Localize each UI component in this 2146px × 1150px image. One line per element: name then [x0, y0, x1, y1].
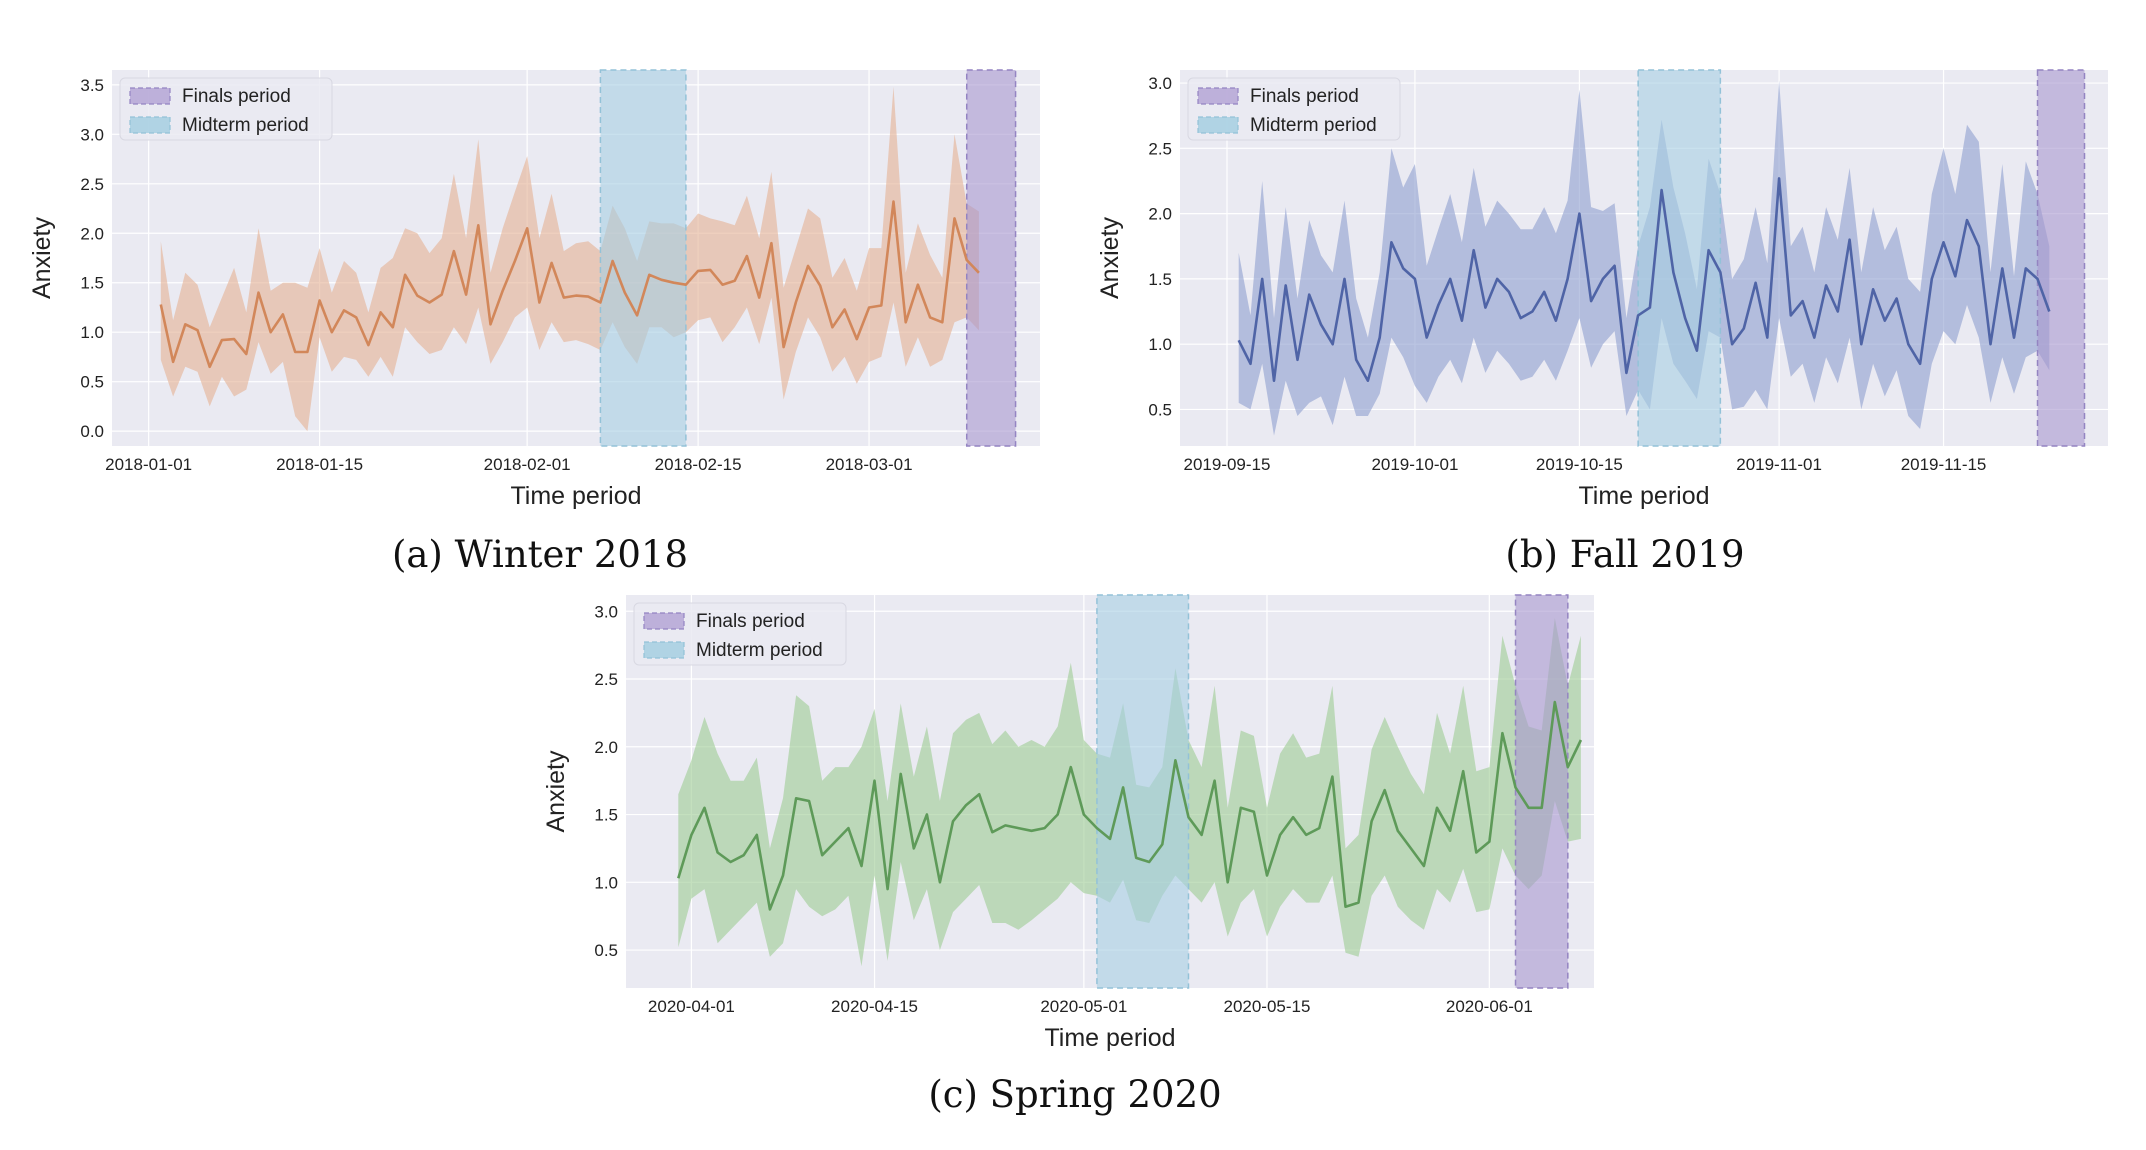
x-tick-label: 2020-06-01 — [1446, 997, 1533, 1016]
series-line — [1237, 177, 2051, 382]
legend-swatch-finals — [129, 87, 171, 105]
x-tick-label: 2019-10-01 — [1371, 455, 1458, 474]
x-axis-label: Time period — [510, 482, 641, 510]
y-tick-label: 1.5 — [80, 274, 104, 293]
legend-swatch-midterm — [1197, 116, 1239, 134]
caption-c: (c) Spring 2020 — [928, 1073, 1222, 1116]
caption-a: (a) Winter 2018 — [391, 533, 689, 576]
legend-swatch-midterm — [643, 641, 685, 659]
y-axis-label: Anxiety — [28, 217, 56, 299]
x-tick-label: 2018-01-01 — [105, 455, 192, 474]
legend-swatch-finals — [1197, 87, 1239, 105]
y-tick-label: 0.0 — [80, 422, 104, 441]
series-line — [677, 700, 1583, 911]
legend-label: Midterm period — [1250, 115, 1377, 136]
x-tick-label: 2018-02-01 — [484, 455, 571, 474]
finals-period-shade — [965, 69, 1017, 447]
x-tick-label: 2019-10-15 — [1536, 455, 1623, 474]
finals-period-shade — [1514, 594, 1569, 989]
confidence-band — [160, 86, 979, 432]
finals-period-shade — [2036, 69, 2086, 447]
x-tick-label: 2020-04-15 — [831, 997, 918, 1016]
legend: Finals period Midterm period — [119, 77, 333, 141]
y-tick-label: 3.0 — [594, 602, 618, 621]
y-tick-label: 0.5 — [594, 941, 618, 960]
x-tick-label: 2019-11-01 — [1736, 455, 1822, 474]
y-tick-label: 0.5 — [80, 373, 104, 392]
legend-box — [1187, 77, 1401, 141]
y-tick-label: 3.0 — [80, 125, 104, 144]
caption-b: (b) Fall 2019 — [1505, 533, 1745, 576]
y-tick-label: 1.0 — [594, 873, 618, 892]
legend: Finals period Midterm period — [633, 602, 847, 666]
x-axis-label: Time period — [1578, 482, 1709, 510]
legend-box — [119, 77, 333, 141]
legend-label: Midterm period — [696, 640, 823, 661]
y-tick-label: 1.0 — [80, 323, 104, 342]
x-tick-label: 2018-03-01 — [826, 455, 913, 474]
x-tick-label: 2019-09-15 — [1184, 455, 1271, 474]
series-line — [159, 200, 980, 369]
y-tick-label: 2.0 — [1148, 205, 1172, 224]
y-tick-label: 2.5 — [80, 175, 104, 194]
x-axis-label: Time period — [1044, 1024, 1175, 1052]
y-tick-label: 1.0 — [1148, 335, 1172, 354]
y-tick-label: 2.0 — [80, 224, 104, 243]
legend-swatch-finals — [643, 612, 685, 630]
y-tick-label: 2.0 — [594, 738, 618, 757]
x-tick-label: 2020-04-01 — [648, 997, 735, 1016]
legend-label: Finals period — [696, 611, 805, 632]
legend-label: Finals period — [182, 86, 291, 107]
legend-label: Finals period — [1250, 86, 1359, 107]
x-tick-label: 2020-05-01 — [1040, 997, 1127, 1016]
x-tick-label: 2018-02-15 — [655, 455, 742, 474]
y-tick-label: 0.5 — [1148, 400, 1172, 419]
y-tick-label: 1.5 — [1148, 270, 1172, 289]
x-tick-label: 2020-05-15 — [1223, 997, 1310, 1016]
y-tick-label: 3.0 — [1148, 74, 1172, 93]
x-tick-label: 2018-01-15 — [276, 455, 363, 474]
chart-panel-a: 0.0 0.5 1.0 1.5 2.0 2.5 3.0 3.5 2018-01-01 2018-0… — [28, 69, 1040, 510]
legend-label: Midterm period — [182, 115, 309, 136]
chart-panel-c: 0.5 1.0 1.5 2.0 2.5 3.0 2020-04-01 2020-04-15 20… — [542, 594, 1594, 1052]
chart-panel-b: 0.5 1.0 1.5 2.0 2.5 3.0 2019-09-15 2019-10-01 20… — [1096, 69, 2108, 510]
legend-box — [633, 602, 847, 666]
legend-swatch-midterm — [129, 116, 171, 134]
y-axis-label: Anxiety — [542, 750, 570, 832]
x-tick-label: 2019-11-15 — [1901, 455, 1987, 474]
midterm-period-shade — [1096, 594, 1190, 989]
y-tick-label: 2.5 — [594, 670, 618, 689]
y-tick-label: 2.5 — [1148, 139, 1172, 158]
legend: Finals period Midterm period — [1187, 77, 1401, 141]
y-axis-label: Anxiety — [1096, 217, 1124, 299]
y-tick-label: 3.5 — [80, 76, 104, 95]
midterm-period-shade — [599, 69, 687, 447]
y-tick-label: 1.5 — [594, 806, 618, 825]
